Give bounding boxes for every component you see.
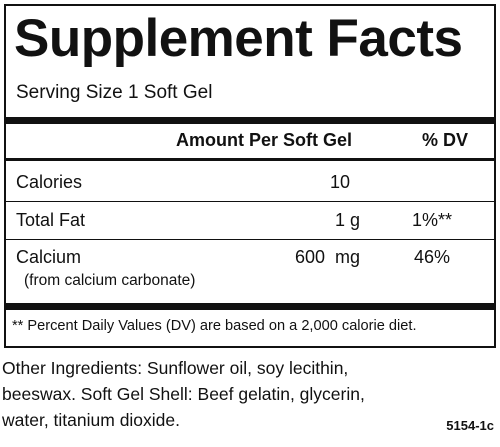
nutrient-amount: 1 g [334, 210, 360, 230]
product-code: 5154-1c [446, 418, 494, 433]
rule [6, 201, 494, 202]
rule [6, 158, 494, 161]
nutrient-dv: 46% [414, 247, 451, 267]
nutrient-dv: 1%** [412, 210, 453, 230]
facts-panel [4, 4, 496, 348]
serving-size: Serving Size 1 Soft Gel [16, 82, 213, 103]
thick-rule [6, 303, 494, 310]
nutrient-amount: 10 [329, 172, 350, 192]
footnote: ** Percent Daily Values (DV) are based o… [12, 318, 417, 334]
nutrient-source: (from calcium carbonate) [24, 272, 196, 289]
column-header: Amount Per Soft Gel [176, 130, 353, 150]
nutrient-name: Calcium [16, 247, 82, 267]
ingredients-line: Other Ingredients: Sunflower oil, soy le… [2, 358, 349, 378]
ingredients-line: beeswax. Soft Gel Shell: Beef gelatin, g… [2, 384, 365, 404]
nutrient-amount: 600 mg [294, 247, 360, 267]
ingredients-line: water, titanium dioxide. [2, 410, 181, 430]
column-header: % DV [422, 130, 469, 150]
nutrient-name: Calories [16, 172, 83, 192]
thick-rule [6, 117, 494, 124]
rule [6, 239, 494, 240]
nutrient-name: Total Fat [16, 210, 86, 230]
title: Supplement Facts [14, 9, 463, 68]
